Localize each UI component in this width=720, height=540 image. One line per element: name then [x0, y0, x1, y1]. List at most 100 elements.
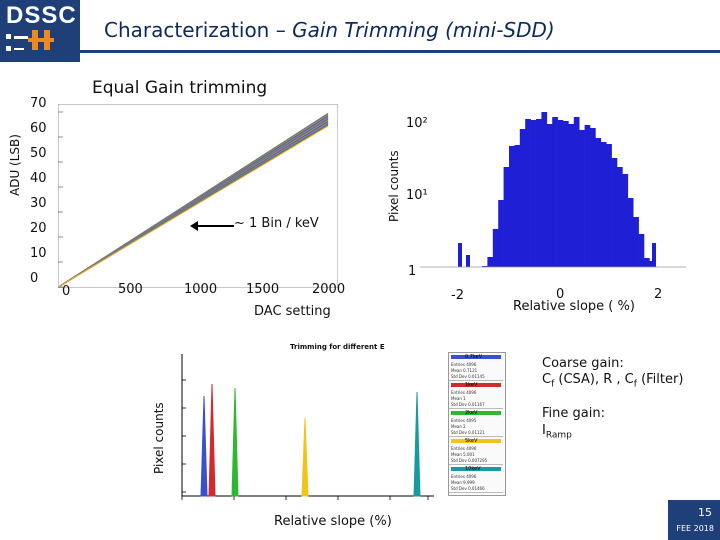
histogram-bar	[590, 128, 596, 267]
coarse-detail-part: (Filter)	[636, 372, 684, 387]
histogram-bar	[568, 124, 575, 267]
legend-row: Entries 4096	[451, 446, 477, 451]
hist-ytick: 10¹	[406, 188, 428, 203]
title-italic: Gain Trimming (mini-SDD)	[292, 18, 555, 42]
histogram-bar	[514, 145, 521, 267]
bottom-plot-title: Trimming for different E	[290, 343, 385, 351]
annotation-arrow-icon	[190, 221, 234, 231]
histogram-bar	[579, 130, 585, 267]
histogram-bar	[557, 120, 564, 267]
histogram-bar	[611, 158, 618, 267]
fine-gain-detail: IRamp	[542, 423, 572, 441]
legend-row: Std Dev 0.01121	[451, 430, 485, 435]
hist-xtick: 0	[556, 287, 565, 302]
left-plot-xtick: 0	[62, 284, 71, 299]
bottom-ylabel: Pixel counts	[152, 402, 166, 474]
left-plot-xtick: 2000	[312, 282, 346, 297]
histogram-bar	[600, 142, 607, 267]
page-number: 15	[698, 506, 712, 519]
legend-swatch	[451, 355, 501, 359]
histogram-bar	[530, 120, 537, 267]
left-plot-ytick: 60	[30, 121, 47, 136]
legend-title: 2keV	[465, 410, 478, 416]
energy-peak	[231, 387, 239, 497]
left-plot-xtick: 1000	[184, 282, 218, 297]
legend-swatch	[451, 383, 501, 387]
legend-swatch	[451, 467, 501, 471]
legend-row: Mean 1	[451, 396, 466, 401]
coarse-gain-detail: Cf (CSA), R , Cf (Filter)	[542, 372, 683, 390]
histogram-bar	[638, 234, 645, 267]
coarse-gain-label: Coarse gain:	[542, 356, 624, 371]
legend-row: Mean 2	[451, 424, 466, 429]
legend-row: Std Dev 0.01466	[451, 486, 485, 491]
fine-detail-sub: Ramp	[545, 430, 572, 441]
slide-title: Characterization – Gain Trimming (mini-S…	[104, 18, 555, 42]
legend-row: Entries 4096	[451, 390, 477, 395]
histogram-bar	[482, 266, 488, 267]
legend-row: Std Dev 0.01145	[451, 374, 485, 379]
left-plot-ytick: 50	[30, 146, 47, 161]
bottom-xlabel: Relative slope (%)	[274, 514, 392, 529]
histogram-bar	[541, 112, 548, 267]
energy-peak	[200, 395, 208, 497]
legend-entry: 0.7keV Entries 4096 Mean 0.7121 Std Dev 0.0…	[449, 353, 503, 381]
histogram-bar	[487, 257, 494, 267]
fine-gain-label: Fine gain:	[542, 406, 605, 421]
footer-badge: 15 FEE 2018	[668, 500, 720, 540]
coarse-detail-part: C	[542, 372, 552, 387]
legend-title: 1keV	[465, 382, 478, 388]
legend-row: Mean 5.001	[451, 452, 475, 457]
legend-row: Entries 4096	[451, 474, 477, 479]
gain-trimming-energies-plot	[176, 354, 438, 504]
hist-ylabel: Pixel counts	[387, 150, 401, 222]
histogram-bar	[627, 198, 634, 267]
left-plot-ytick: 40	[30, 171, 47, 186]
histogram-bar	[525, 119, 531, 267]
histogram-bar	[503, 167, 510, 267]
histogram-bar	[563, 121, 569, 267]
legend-row: Std Dev 0.007295	[451, 458, 488, 463]
fine-detail-part: I	[542, 423, 546, 438]
adu-vs-dac-plot	[58, 104, 338, 288]
histogram-bar	[573, 117, 580, 267]
legend-title: 5keV	[465, 438, 478, 444]
left-plot-ytick: 10	[30, 246, 47, 261]
legend-swatch	[451, 411, 501, 415]
legend-entry: 10keV Entries 4096 Mean 9.999 Std Dev 0.014…	[449, 465, 503, 493]
histogram-bar	[633, 217, 639, 267]
legend-entry: 5keV Entries 4096 Mean 5.001 Std Dev 0.0072…	[449, 437, 503, 465]
histogram-bar	[519, 129, 526, 267]
legend-row: Entries 4095	[451, 418, 477, 423]
logo-text: DSSC	[6, 2, 77, 29]
hist-ytick: 1	[408, 264, 417, 279]
histogram-bar	[644, 258, 650, 267]
legend-entry: 1keV Entries 4096 Mean 1 Std Dev 0.01167	[449, 381, 503, 409]
coarse-detail-part: (CSA), R , C	[554, 372, 634, 387]
histogram-bar	[492, 229, 499, 267]
histogram-bar	[606, 144, 612, 267]
histogram-bar	[622, 174, 629, 267]
left-plot-ylabel: ADU (LSB)	[8, 134, 22, 196]
histogram-bar	[546, 124, 553, 267]
histogram-bar	[617, 167, 623, 267]
histogram-bar	[595, 138, 602, 267]
histogram-bar	[509, 146, 515, 267]
energy-peak	[301, 417, 309, 497]
histogram-bar	[552, 117, 558, 267]
left-plot-ytick: 70	[30, 96, 47, 111]
left-plot-xlabel: DAC setting	[254, 304, 331, 319]
coarse-detail-sub: f	[551, 379, 555, 390]
hist-ytick: 10²	[406, 116, 428, 131]
left-plot-ytick: 0	[30, 271, 39, 286]
left-plot-ytick: 30	[30, 196, 47, 211]
bin-annotation: ~ 1 Bin / keV	[234, 216, 319, 231]
left-plot-xtick: 500	[118, 282, 143, 297]
legend-row: Std Dev 0.01167	[451, 402, 485, 407]
relative-slope-histogram	[420, 95, 686, 285]
histogram-outlier-bar	[466, 255, 470, 267]
energy-peak	[208, 383, 216, 497]
legend-entry: 2keV Entries 4095 Mean 2 Std Dev 0.01121	[449, 409, 503, 437]
hist-xtick: -2	[451, 288, 464, 303]
coarse-detail-sub: f	[633, 379, 637, 390]
